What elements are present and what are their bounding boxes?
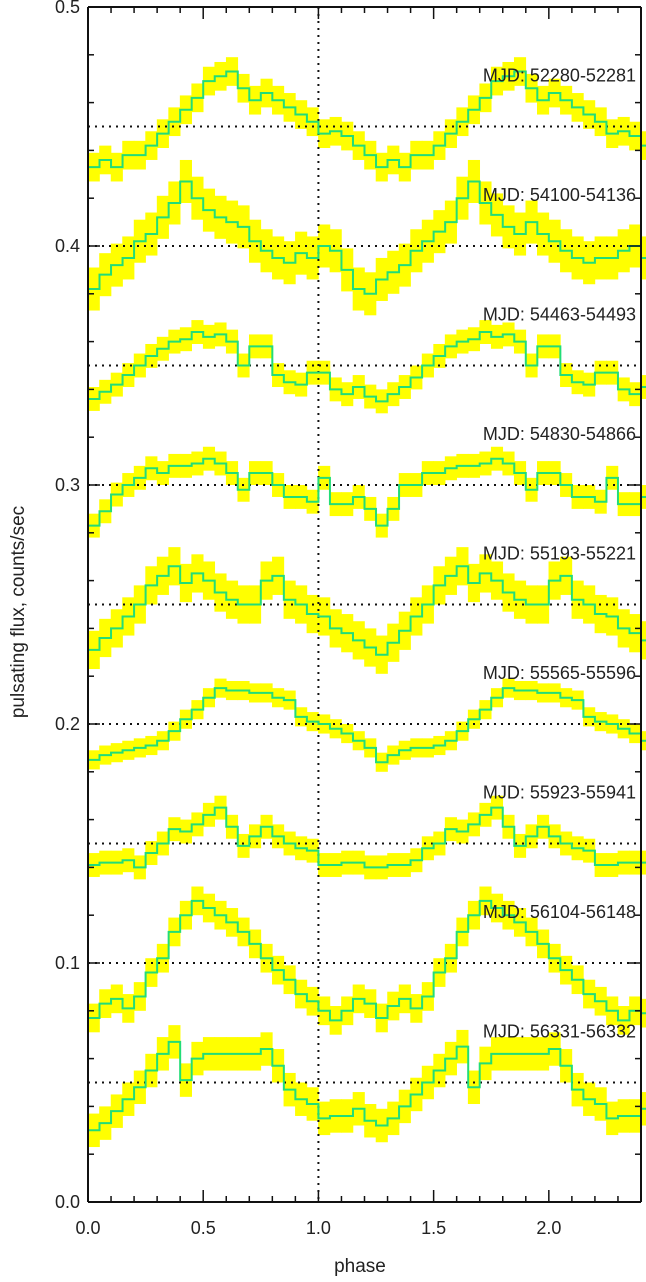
error-bands (87, 57, 646, 1148)
profile-line-3 (88, 331, 646, 403)
profile-line-4 (88, 457, 646, 527)
y-tick-label: 0.4 (55, 236, 80, 256)
axis-ticks (87, 6, 642, 1203)
y-tick-label: 0.0 (55, 1192, 80, 1212)
x-tick-label: 2.0 (536, 1218, 561, 1238)
series-label-4: MJD: 54830-54866 (483, 424, 636, 444)
series-label-1: MJD: 52280-52281 (483, 66, 636, 86)
series-labels: MJD: 52280-52281 MJD: 54100-54136 MJD: 544… (483, 66, 636, 1042)
profile-lines (88, 70, 646, 1132)
profile-line-6 (88, 687, 646, 764)
profile-line-9 (88, 1040, 646, 1132)
y-tick-label: 0.5 (55, 0, 80, 17)
y-axis-title: pulsating flux, counts/sec (8, 506, 29, 718)
series-label-5: MJD: 55193-55221 (483, 544, 636, 564)
profile-line-2 (88, 180, 646, 295)
series-label-6: MJD: 55565-55596 (483, 663, 636, 683)
x-tick-label: 1.5 (421, 1218, 446, 1238)
x-tick-label: 1.0 (306, 1218, 331, 1238)
tick-labels: 0.0 0.1 0.2 0.3 0.4 0.5 0.0 0.5 1.0 1.5 2.0 (55, 0, 561, 1238)
y-tick-label: 0.2 (55, 714, 80, 734)
profile-line-8 (88, 899, 646, 1022)
x-axis-title: phase (334, 1256, 386, 1277)
series-label-3: MJD: 54463-54493 (483, 305, 636, 325)
series-label-8: MJD: 56104-56148 (483, 902, 636, 922)
x-tick-label: 0.5 (191, 1218, 216, 1238)
series-label-2: MJD: 54100-54136 (483, 185, 636, 205)
series-label-7: MJD: 55923-55941 (483, 783, 636, 803)
profile-line-7 (88, 806, 646, 869)
series-label-9: MJD: 56331-56332 (483, 1022, 636, 1042)
y-tick-label: 0.3 (55, 475, 80, 495)
profile-line-1 (88, 70, 646, 169)
profile-line-5 (88, 565, 646, 656)
y-tick-label: 0.1 (55, 953, 80, 973)
x-tick-label: 0.0 (75, 1218, 100, 1238)
